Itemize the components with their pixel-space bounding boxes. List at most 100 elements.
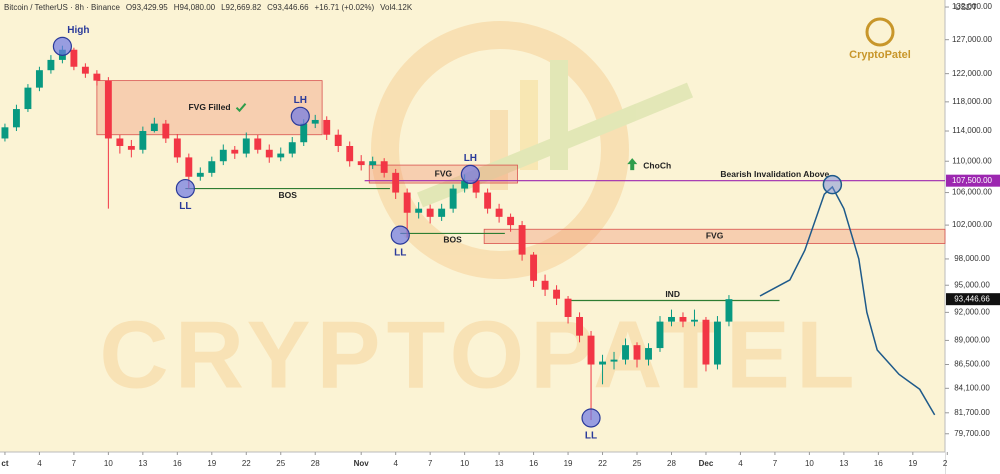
candle-body xyxy=(518,225,526,255)
level-price-label: 107,500.00 xyxy=(952,176,993,185)
x-tick-label: Nov xyxy=(354,459,370,468)
candle-body xyxy=(725,299,733,322)
check-icon xyxy=(235,103,247,113)
candle-body xyxy=(622,345,629,360)
candle-body xyxy=(691,319,698,322)
x-tick-label: 19 xyxy=(207,459,216,468)
candle-body xyxy=(277,153,285,158)
x-tick-label: 2 xyxy=(943,459,948,468)
last-price-label: 93,446.66 xyxy=(954,294,990,303)
level-label: BOS xyxy=(278,190,297,200)
watermark-text: CRYPTOPATEL xyxy=(99,301,860,408)
y-tick-label: 95,000.00 xyxy=(954,280,990,289)
x-tick-label: 13 xyxy=(839,459,848,468)
y-tick-label: 106,000.00 xyxy=(952,188,993,197)
swing-label: LL xyxy=(179,201,191,212)
candle-body xyxy=(438,208,446,217)
swing-label: High xyxy=(67,25,89,36)
candle-body xyxy=(392,172,400,193)
time-axis xyxy=(0,452,945,474)
currency: USDT xyxy=(955,3,977,12)
swing-marker xyxy=(52,36,73,56)
candle-body xyxy=(472,180,480,193)
x-tick-label: 16 xyxy=(529,459,538,468)
candle-body xyxy=(668,316,675,322)
fvg-zone xyxy=(483,228,946,244)
x-tick-label: 13 xyxy=(138,459,147,468)
candle-body xyxy=(139,131,147,150)
x-tick-label: 25 xyxy=(633,459,642,468)
zone-label: FVG xyxy=(706,231,724,241)
level-label: IND xyxy=(665,289,680,299)
swing-label: LL xyxy=(394,248,406,259)
y-tick-label: 89,000.00 xyxy=(954,336,990,345)
candle-body xyxy=(323,119,331,135)
candle-body xyxy=(507,216,515,226)
x-tick-label: ct xyxy=(1,459,8,468)
candle-body xyxy=(599,361,606,365)
choch-arrow xyxy=(627,158,638,171)
candle-body xyxy=(300,123,308,143)
y-tick-label: 86,500.00 xyxy=(954,360,990,369)
candle-body xyxy=(311,119,319,124)
y-tick-label: 118,000.00 xyxy=(952,97,992,106)
header-text: Bitcoin / TetherUS · 8h · Binance xyxy=(4,3,120,12)
x-tick-label: 13 xyxy=(495,459,504,468)
candle-body xyxy=(357,161,365,166)
x-tick-label: 22 xyxy=(242,459,251,468)
candle-body xyxy=(254,138,262,150)
candle-body xyxy=(553,289,561,299)
zone-label: FVG xyxy=(435,168,453,178)
candle-body xyxy=(679,316,687,322)
fvg-zone xyxy=(368,164,518,184)
candle-body xyxy=(162,123,170,139)
x-tick-label: 7 xyxy=(428,459,433,468)
candle-body xyxy=(196,172,204,177)
y-tick-label: 127,000.00 xyxy=(952,35,993,44)
x-tick-label: 16 xyxy=(874,459,883,468)
x-tick-label: 28 xyxy=(311,459,320,468)
swing-marker xyxy=(390,225,410,245)
choch-label: ChoCh xyxy=(643,160,671,170)
candle-body xyxy=(150,123,158,132)
level-label: BOS xyxy=(443,235,462,245)
swing-label: LH xyxy=(294,95,307,106)
x-tick-label: 28 xyxy=(667,459,676,468)
candle-body xyxy=(610,359,618,362)
candle-body xyxy=(530,254,538,281)
zone-label: FVG Filled xyxy=(188,102,230,112)
y-tick-label: 79,700.00 xyxy=(954,429,990,438)
candle-body xyxy=(449,188,457,209)
candle-body xyxy=(93,73,101,81)
candle-body xyxy=(35,70,43,88)
x-tick-label: 16 xyxy=(173,459,182,468)
candle-body xyxy=(461,180,469,189)
y-tick-label: 81,700.00 xyxy=(954,408,990,417)
projection-line xyxy=(759,185,936,416)
candle-body xyxy=(24,87,32,110)
y-tick-label: 114,000.00 xyxy=(952,126,992,135)
header-text: O93,429.95 xyxy=(126,3,168,12)
last-price-tag xyxy=(946,293,1000,306)
x-tick-label: 10 xyxy=(104,459,113,468)
x-tick-label: Dec xyxy=(699,459,714,468)
header-text: +16.71 (+0.02%) xyxy=(315,3,375,12)
candle-body xyxy=(116,138,124,146)
candle-body xyxy=(484,192,492,209)
watermark-logo xyxy=(371,21,694,279)
candle-body xyxy=(242,138,250,154)
x-tick-label: 4 xyxy=(393,459,398,468)
x-tick-label: 19 xyxy=(908,459,917,468)
candle-body xyxy=(495,208,503,217)
x-tick-label: 4 xyxy=(37,459,42,468)
candle-body xyxy=(576,316,583,336)
candle-body xyxy=(12,109,20,128)
candle-body xyxy=(702,319,710,365)
swing-label: LL xyxy=(585,431,597,442)
swing-marker xyxy=(581,408,601,428)
candle-body xyxy=(346,145,354,162)
header-text: L92,669.82 xyxy=(221,3,262,12)
swing-label: LH xyxy=(464,153,477,164)
